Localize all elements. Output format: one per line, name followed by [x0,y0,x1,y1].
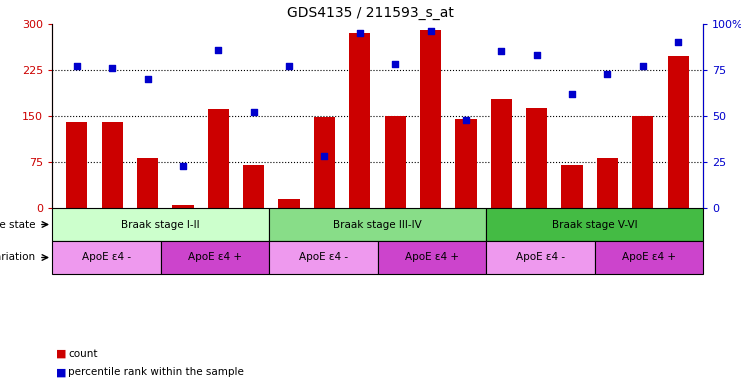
Text: ApoE ε4 +: ApoE ε4 + [187,253,242,263]
Point [637,63,649,69]
Bar [349,33,370,208]
Point [531,52,542,58]
Text: disease state: disease state [0,220,36,230]
Bar [66,122,87,208]
Bar [52,208,269,241]
Bar [632,116,654,208]
Point [106,65,118,71]
Text: count: count [68,349,98,359]
Bar [279,199,299,208]
Point [425,28,436,34]
Point [247,109,259,115]
Point [142,76,153,82]
Point [283,63,295,69]
Point [496,48,508,55]
Bar [52,241,161,274]
Point [566,91,578,97]
Bar [385,116,406,208]
Text: ApoE ε4 +: ApoE ε4 + [622,253,676,263]
Bar [137,158,158,208]
Point [213,46,225,53]
Bar [173,205,193,208]
Bar [377,241,486,274]
Bar [243,165,265,208]
Text: Braak stage III-IV: Braak stage III-IV [333,220,422,230]
Bar [161,241,269,274]
Text: Braak stage V-VI: Braak stage V-VI [552,220,637,230]
Text: ■: ■ [56,349,66,359]
Point [389,61,401,68]
Bar [314,117,335,208]
Text: genotype/variation: genotype/variation [0,253,36,263]
Text: percentile rank within the sample: percentile rank within the sample [68,367,245,377]
Bar [668,56,689,208]
Point [672,39,684,45]
Bar [269,208,486,241]
Point [602,71,614,77]
Text: ApoE ε4 +: ApoE ε4 + [405,253,459,263]
Bar [562,165,582,208]
Bar [486,241,594,274]
Text: ApoE ε4 -: ApoE ε4 - [299,253,348,263]
Bar [526,108,548,208]
Point [354,30,366,36]
Text: ■: ■ [56,367,66,377]
Bar [420,30,441,208]
Bar [597,158,618,208]
Bar [102,122,123,208]
Bar [486,208,703,241]
Point [71,63,83,69]
Point [177,162,189,169]
Text: Braak stage I-II: Braak stage I-II [122,220,200,230]
Text: ApoE ε4 -: ApoE ε4 - [82,253,131,263]
Bar [207,109,229,208]
Bar [594,241,703,274]
Text: GDS4135 / 211593_s_at: GDS4135 / 211593_s_at [287,6,454,20]
Bar [455,119,476,208]
Point [319,153,330,159]
Bar [269,241,377,274]
Point [460,116,472,122]
Bar [491,99,512,208]
Text: ApoE ε4 -: ApoE ε4 - [516,253,565,263]
